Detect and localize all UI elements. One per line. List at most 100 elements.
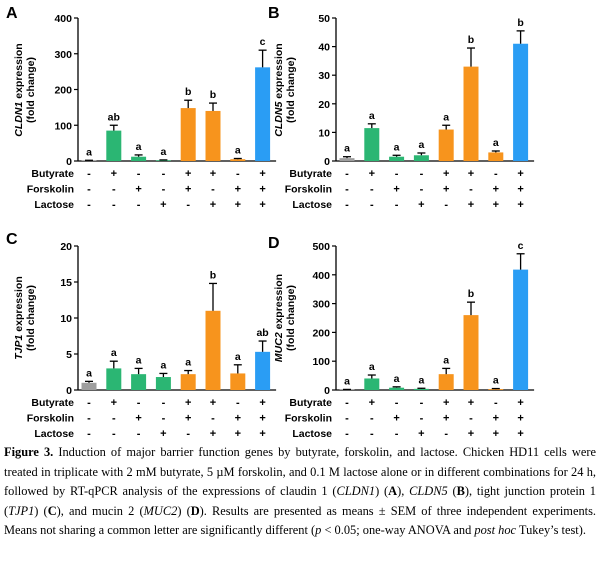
y-tick-label: 100	[54, 120, 72, 132]
condition-sign: -	[395, 199, 399, 211]
y-axis-label-text: expression	[13, 43, 25, 101]
caption-gene: CLDN5	[409, 484, 448, 499]
significance-letter: ab	[108, 111, 120, 123]
caption-text: (	[447, 484, 457, 499]
bar	[155, 160, 171, 161]
condition-sign: +	[493, 184, 499, 196]
condition-row-label: Lactose	[34, 428, 74, 440]
condition-sign: -	[162, 397, 166, 409]
condition-sign: +	[111, 397, 117, 409]
condition-sign: -	[137, 428, 141, 440]
caption-text: ),	[397, 484, 410, 499]
significance-letter: b	[210, 89, 216, 101]
condition-sign: +	[369, 168, 375, 180]
y-axis-label: TJP1 expression	[13, 276, 25, 359]
caption-panel-ref: B	[456, 484, 465, 499]
significance-letter: b	[468, 34, 474, 46]
condition-sign: -	[345, 184, 349, 196]
condition-sign: -	[87, 168, 91, 180]
significance-letter: a	[418, 374, 424, 386]
significance-letter: a	[86, 146, 92, 158]
condition-row-label: Butyrate	[31, 397, 74, 409]
bar	[513, 269, 529, 390]
chart-panel-d: D MUC2 expression (fold change) 0 100 200 300 4…	[268, 235, 535, 440]
caption-text: Tukey’s test).	[516, 523, 586, 538]
y-tick-label: 500	[312, 241, 330, 253]
caption-text: Induction of major barrier function gene…	[4, 445, 597, 499]
condition-sign: -	[370, 199, 374, 211]
bar	[438, 129, 454, 161]
bar	[205, 310, 221, 390]
condition-sign: +	[493, 428, 499, 440]
condition-sign: +	[135, 184, 141, 196]
y-tick-label: 20	[318, 99, 330, 111]
condition-sign: +	[493, 413, 499, 425]
condition-sign: -	[236, 397, 240, 409]
caption-text: < 0.05; one-way ANOVA and	[321, 523, 475, 538]
condition-sign: -	[370, 184, 374, 196]
y-tick-label: 0	[324, 385, 330, 397]
significance-letter: a	[185, 357, 191, 369]
bar	[413, 155, 429, 161]
condition-sign: +	[259, 199, 265, 211]
condition-sign: -	[112, 199, 116, 211]
condition-sign: +	[160, 199, 166, 211]
significance-letter: b	[210, 269, 216, 281]
condition-sign: +	[185, 184, 191, 196]
condition-row-label: Lactose	[292, 428, 332, 440]
condition-row-label: Forskolin	[285, 184, 332, 196]
y-axis-label-gene: CLDN1	[13, 102, 25, 137]
bar	[255, 67, 271, 161]
condition-row-label: Butyrate	[289, 168, 332, 180]
bar	[389, 156, 405, 161]
condition-sign: +	[517, 199, 523, 211]
y-axis-label: MUC2 expression	[273, 274, 285, 362]
significance-letter: a	[443, 111, 449, 123]
significance-letter: a	[493, 375, 499, 387]
condition-sign: +	[418, 199, 424, 211]
y-axis-label: CLDN1 expression	[13, 43, 25, 136]
condition-sign: -	[444, 428, 448, 440]
condition-sign: +	[493, 199, 499, 211]
condition-sign: -	[420, 168, 424, 180]
significance-letter: a	[493, 137, 499, 149]
condition-sign: +	[443, 413, 449, 425]
condition-sign: -	[420, 397, 424, 409]
y-axis-label: CLDN5 expression	[273, 43, 285, 136]
bar	[106, 130, 122, 161]
bar	[255, 351, 271, 390]
bar	[364, 128, 380, 161]
condition-sign: -	[345, 397, 349, 409]
condition-sign: +	[418, 428, 424, 440]
y-axis-label-gene: TJP1	[13, 334, 25, 359]
significance-letter: a	[394, 373, 400, 385]
significance-letter: a	[369, 110, 375, 122]
caption-text: ) (	[177, 503, 191, 518]
bar	[488, 152, 504, 161]
y-tick-label: 40	[318, 42, 330, 54]
condition-sign: -	[444, 199, 448, 211]
condition-sign: +	[235, 184, 241, 196]
caption-gene: TJP1	[8, 503, 35, 518]
y-tick-label: 10	[60, 313, 72, 325]
condition-sign: -	[162, 184, 166, 196]
y-tick-label: 200	[312, 327, 330, 339]
caption-panel-ref: C	[47, 503, 57, 518]
condition-row-label: Forskolin	[285, 413, 332, 425]
bar	[106, 368, 122, 390]
significance-letter: a	[369, 361, 375, 373]
caption-italic: p	[315, 523, 322, 538]
significance-letter: a	[344, 143, 350, 155]
condition-sign: +	[259, 413, 265, 425]
chart-panel-c: C TJP1 expression (fold change) 0 5 10 15 20 a a a…	[6, 231, 277, 440]
condition-sign: +	[517, 184, 523, 196]
condition-sign: -	[87, 397, 91, 409]
condition-sign: -	[395, 428, 399, 440]
bar	[364, 378, 380, 390]
y-axis-label-line2: (fold change)	[25, 57, 37, 123]
condition-sign: +	[517, 397, 523, 409]
condition-sign: -	[345, 428, 349, 440]
bar	[230, 159, 246, 161]
y-axis-label-text: expression	[13, 276, 25, 334]
condition-sign: -	[87, 413, 91, 425]
